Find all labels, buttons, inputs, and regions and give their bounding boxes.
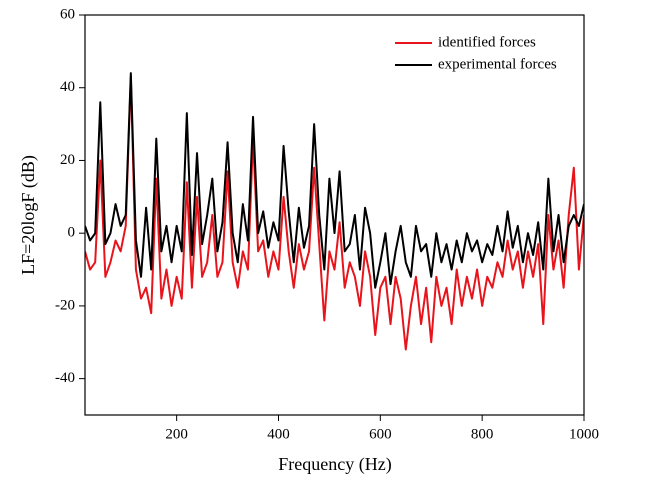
y-tick-label: 40 [60, 79, 75, 95]
y-tick-label: -20 [55, 297, 75, 313]
x-tick-label: 1000 [569, 426, 599, 442]
x-axis-label: Frequency (Hz) [278, 454, 391, 475]
x-tick-label: 600 [369, 426, 392, 442]
y-tick-label: 60 [60, 6, 75, 22]
x-tick-label: 400 [267, 426, 290, 442]
plot-frame [84, 14, 585, 416]
legend-label: identified forces [438, 34, 536, 50]
x-tick-label: 200 [165, 426, 188, 442]
series-line [85, 72, 584, 289]
legend-label: experimental forces [438, 56, 557, 72]
y-tick-label: -40 [55, 370, 75, 386]
x-tick-label: 800 [471, 426, 494, 442]
y-axis-label: LF=20logF (dB) [18, 155, 39, 275]
y-tick-label: 20 [60, 152, 75, 168]
y-tick-label: 0 [68, 225, 76, 241]
series-line [85, 75, 584, 351]
